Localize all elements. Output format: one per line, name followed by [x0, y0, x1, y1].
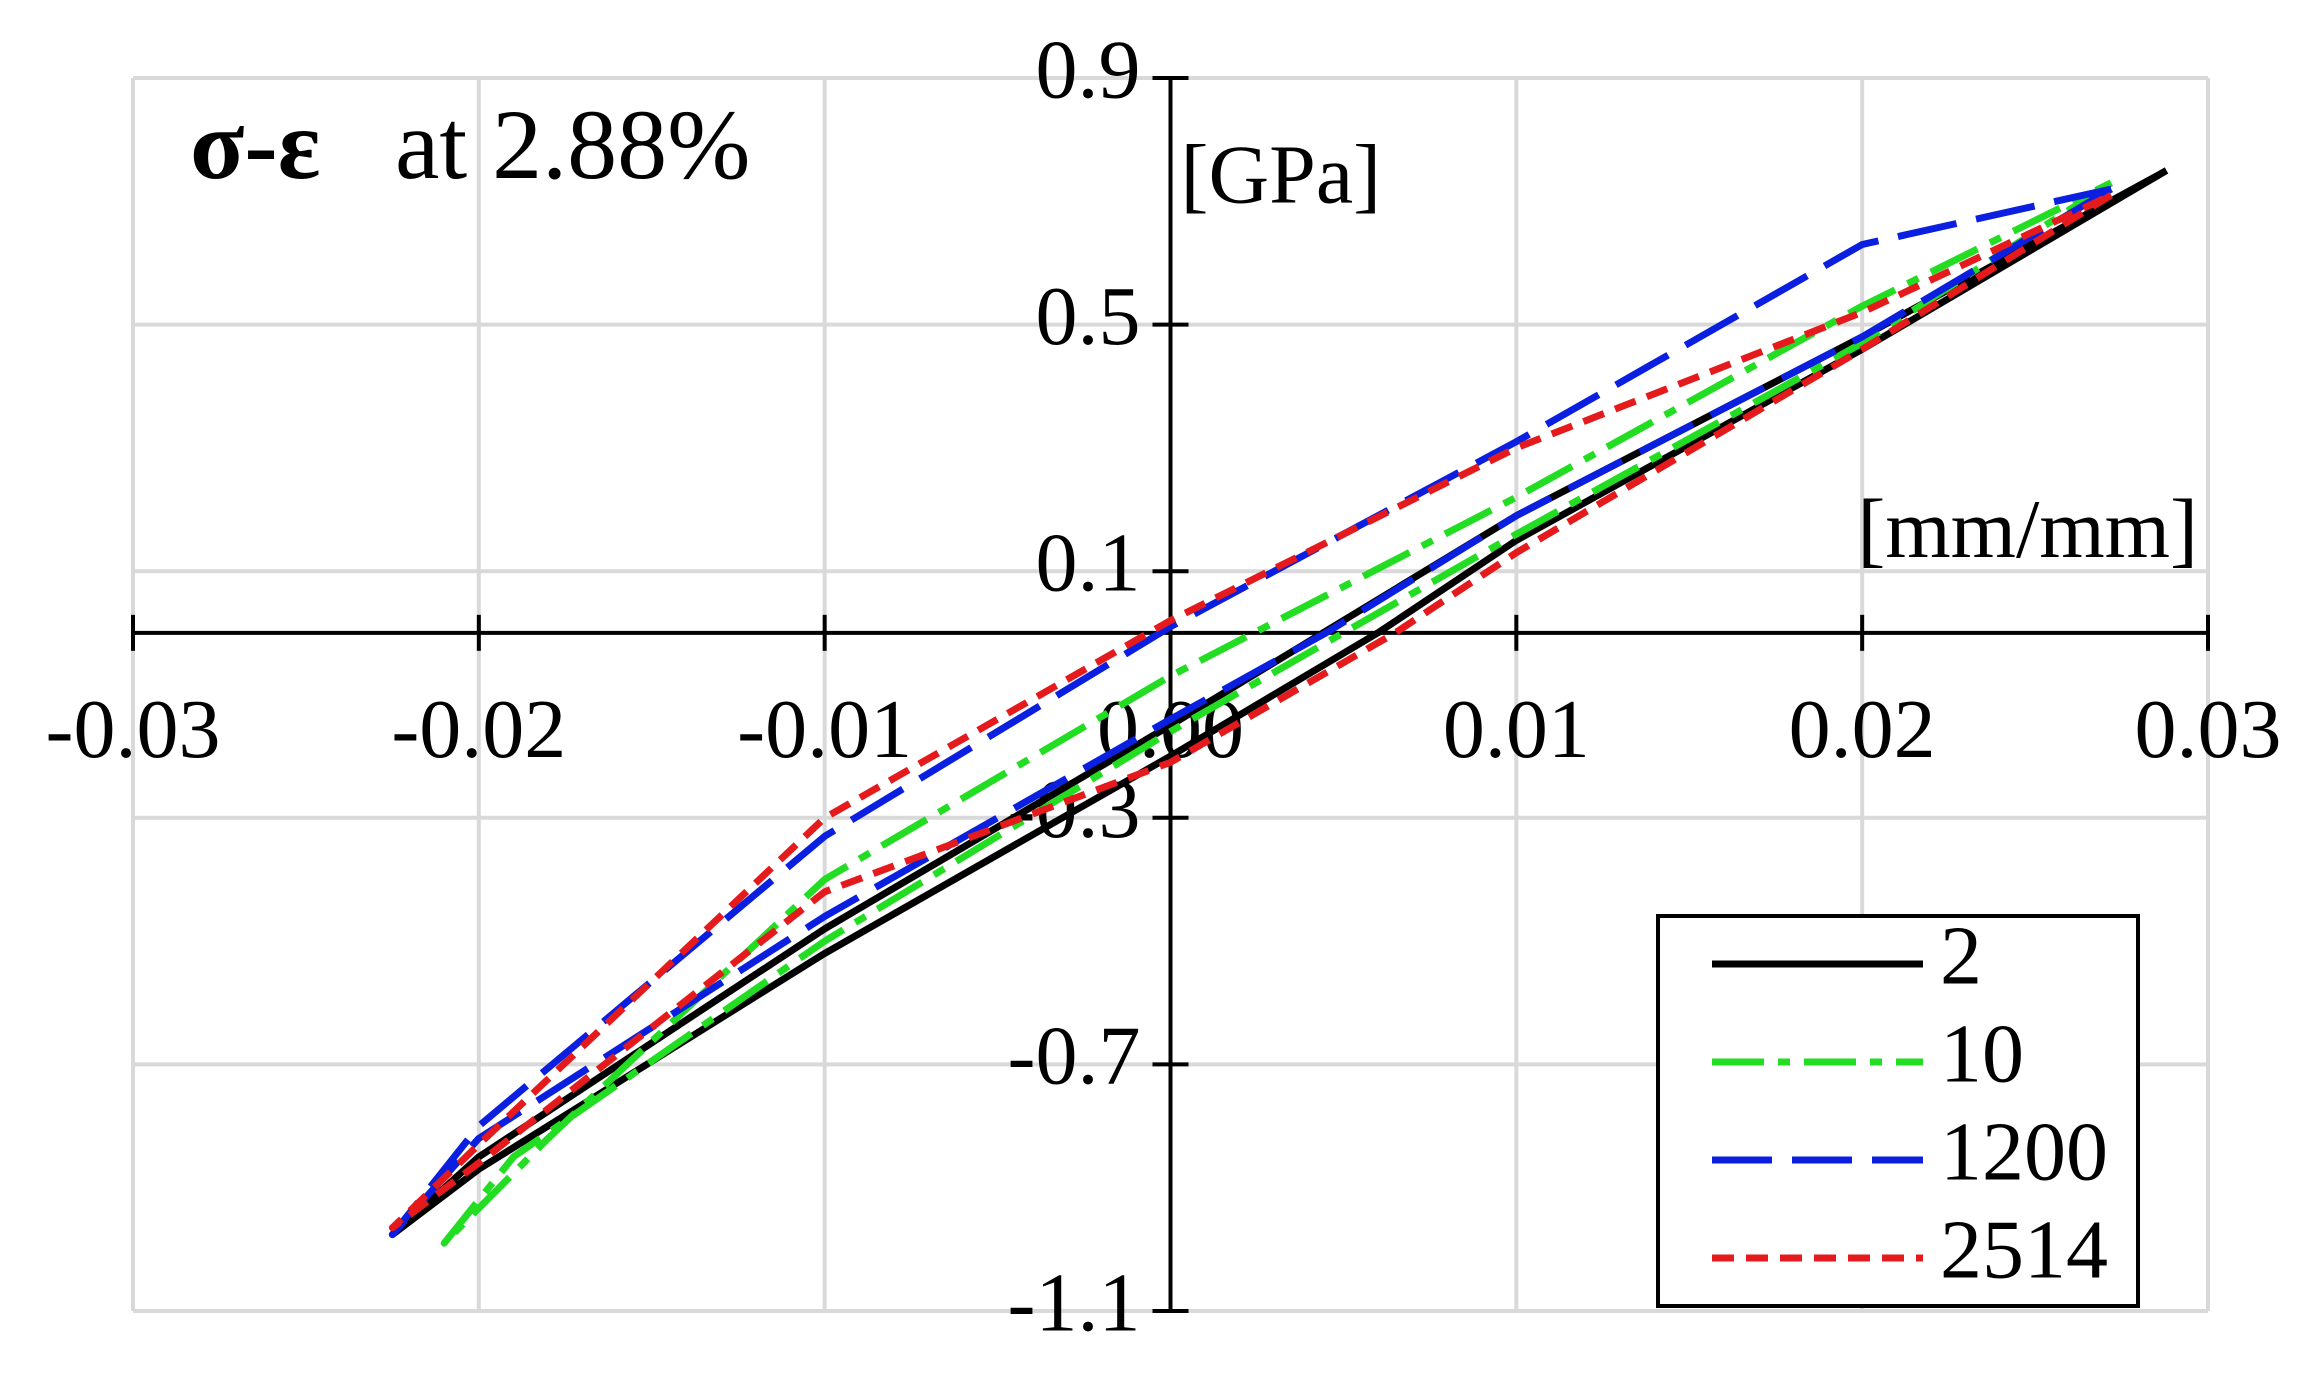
chart-title-symbol: σ-ε	[190, 89, 320, 200]
legend-label: 2	[1940, 909, 1982, 1002]
y-tick-label: 0.1	[1036, 516, 1141, 609]
legend-label: 1200	[1940, 1105, 2108, 1198]
y-tick-label: 0.9	[1036, 23, 1141, 116]
legend-label: 2514	[1940, 1203, 2108, 1296]
x-tick-label: 0.01	[1443, 683, 1590, 776]
x-tick-label: 0.02	[1789, 683, 1936, 776]
x-tick-label: 0.03	[2135, 683, 2282, 776]
legend	[1656, 914, 2140, 1308]
y-tick-label: 0.5	[1036, 270, 1141, 363]
series-line	[440, 179, 2114, 1247]
y-tick-label: -0.7	[1008, 1010, 1141, 1103]
chart-title: at 2.88%	[395, 89, 750, 200]
series-line	[388, 191, 2114, 1232]
y-tick-label: -1.1	[1008, 1256, 1141, 1349]
x-tick-label: -0.03	[46, 683, 221, 776]
x-axis-label: [mm/mm]	[1857, 483, 2198, 576]
x-tick-label: -0.01	[737, 683, 912, 776]
legend-label: 10	[1940, 1007, 2024, 1100]
y-axis-label: [GPa]	[1181, 128, 1382, 221]
x-tick-label: -0.02	[391, 683, 566, 776]
